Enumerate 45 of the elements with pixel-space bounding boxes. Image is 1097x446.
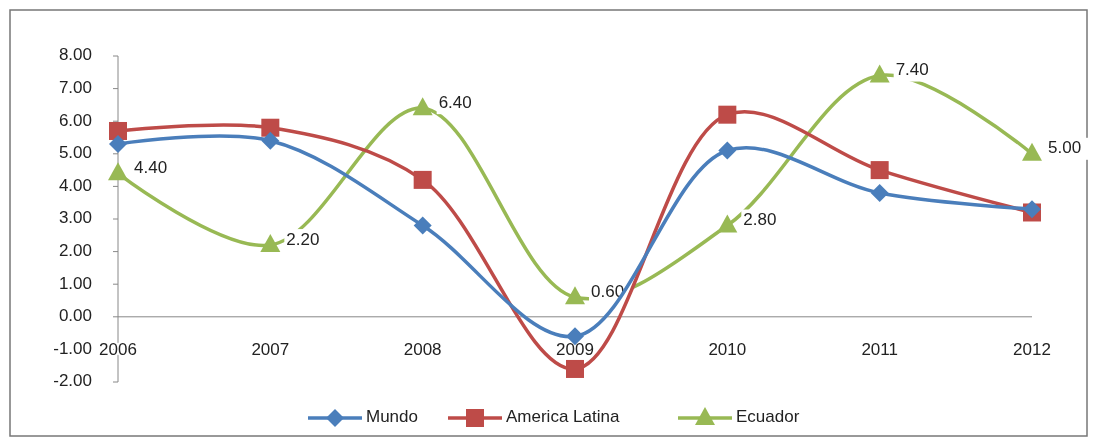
point (869, 64, 890, 83)
point (109, 121, 127, 140)
x-tick-label: 2012 (1013, 339, 1051, 359)
data-label: 2.20 (286, 229, 320, 249)
x-tick-label: 2007 (251, 339, 290, 359)
point (566, 359, 584, 378)
x-tick-label: 2008 (403, 339, 442, 359)
data-label: 6.40 (438, 92, 472, 112)
x-tick-label: 2011 (861, 339, 898, 359)
legend-label: America Latina (506, 407, 620, 427)
y-tick-label: 2.00 (58, 241, 92, 261)
y-tick-label: 4.00 (58, 175, 92, 195)
point (260, 234, 281, 253)
point (109, 135, 127, 154)
y-tick-label: 5.00 (58, 143, 92, 163)
y-tick-label: 1.00 (58, 273, 92, 293)
point (565, 286, 585, 305)
legend-label: Ecuador (736, 407, 800, 427)
point (718, 105, 737, 124)
y-tick-label: -1.00 (53, 338, 92, 358)
x-tick-label: 2009 (556, 339, 594, 359)
point (108, 162, 128, 181)
point (412, 97, 433, 116)
x-tick-label: 2006 (99, 339, 137, 359)
y-tick-label: 8.00 (58, 45, 92, 65)
point (413, 170, 432, 189)
y-tick-label: 0.00 (58, 306, 92, 326)
point (261, 118, 280, 137)
legend-label: Mundo (366, 407, 418, 427)
point (413, 216, 432, 235)
y-tick-label: -2.00 (53, 371, 92, 391)
data-label: 5.00 (1048, 138, 1082, 158)
y-tick-label: 6.00 (58, 110, 92, 130)
y-tick-label: 3.00 (58, 208, 92, 228)
data-label: 2.80 (743, 210, 777, 229)
data-label: 4.40 (134, 157, 168, 177)
point (1022, 142, 1042, 161)
point (717, 214, 738, 233)
point (870, 161, 889, 180)
point (718, 141, 737, 160)
data-label: 7.40 (895, 60, 929, 80)
y-tick-label: 7.00 (58, 78, 92, 98)
point (870, 183, 889, 202)
point (261, 131, 280, 150)
x-tick-label: 2010 (708, 339, 747, 359)
